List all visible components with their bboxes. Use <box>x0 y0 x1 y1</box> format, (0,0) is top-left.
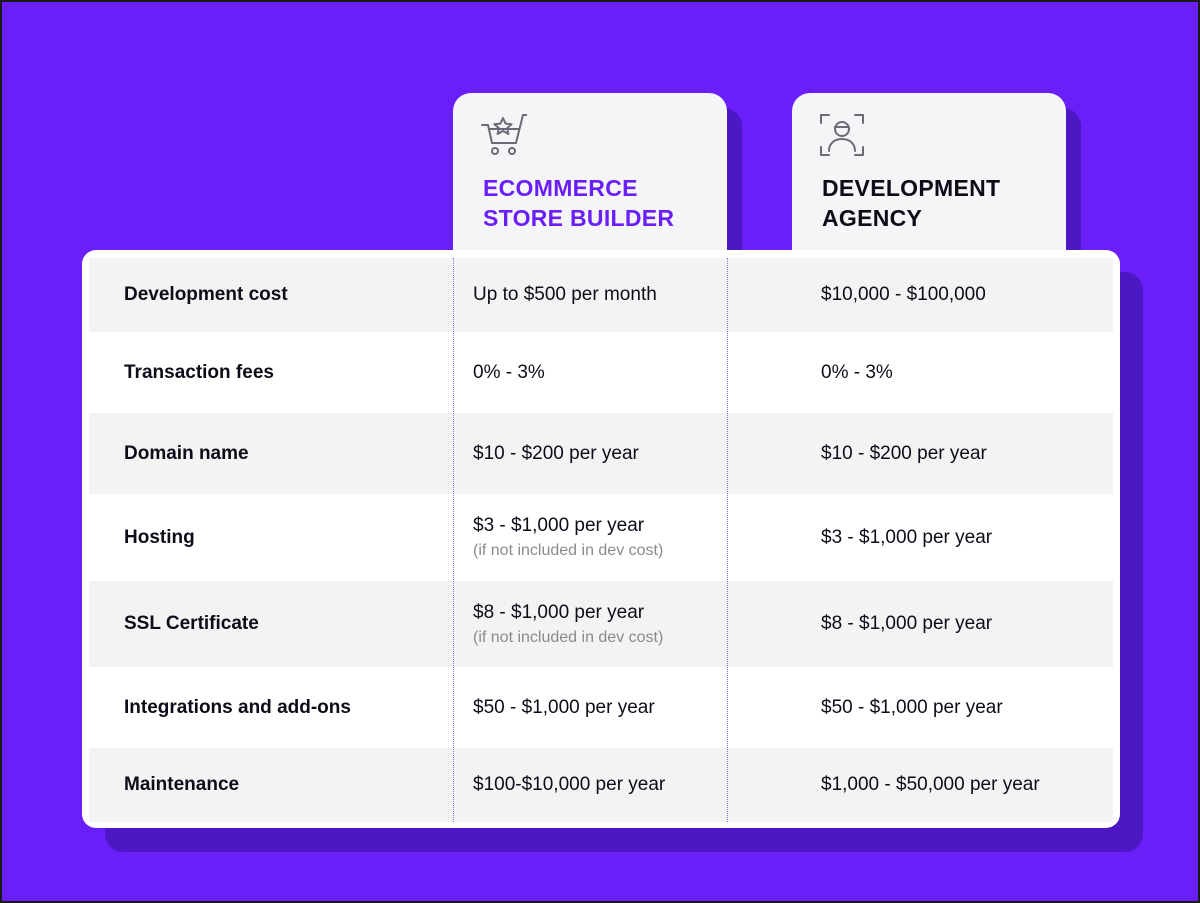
value-note: (if not included in dev cost) <box>473 628 664 646</box>
column-divider-right <box>727 258 728 822</box>
agency-value: $3 - $1,000 per year <box>821 494 1101 581</box>
value-note: (if not included in dev cost) <box>473 542 664 559</box>
value-text: 0% - 3% <box>473 361 545 383</box>
value-text: $3 - $1,000 per year <box>473 515 645 536</box>
value-text: $10 - $200 per year <box>821 442 987 464</box>
column-title-ecommerce: ECOMMERCE STORE BUILDER <box>483 175 675 231</box>
ecommerce-value: $50 - $1,000 per year <box>473 667 733 748</box>
comparison-table: Development cost Up to $500 per month $1… <box>82 250 1120 828</box>
row-label: Maintenance <box>124 774 240 795</box>
ecommerce-value: $3 - $1,000 per year (if not included in… <box>473 494 733 581</box>
agency-value: $10,000 - $100,000 <box>821 258 1101 332</box>
row-label: Hosting <box>124 526 195 548</box>
ecommerce-value: $10 - $200 per year <box>473 413 733 494</box>
table-row: Maintenance $100-$10,000 per year $1,000… <box>89 748 1113 822</box>
agency-value: $10 - $200 per year <box>821 413 1101 494</box>
agency-value: 0% - 3% <box>821 332 1101 413</box>
value-text: $1,000 - $50,000 per year <box>821 774 1040 795</box>
value-text: $3 - $1,000 per year <box>821 526 993 548</box>
value-text: $50 - $1,000 per year <box>473 696 655 718</box>
value-text: $8 - $1,000 per year <box>473 601 645 623</box>
row-label: Transaction fees <box>124 361 274 383</box>
agency-value: $1,000 - $50,000 per year <box>821 748 1101 822</box>
table-row: SSL Certificate $8 - $1,000 per year (if… <box>89 581 1113 667</box>
ecommerce-value: $8 - $1,000 per year (if not included in… <box>473 581 733 667</box>
table-row: Domain name $10 - $200 per year $10 - $2… <box>89 413 1113 494</box>
row-label: SSL Certificate <box>124 613 259 634</box>
ecommerce-value: 0% - 3% <box>473 332 733 413</box>
cart-star-icon <box>479 111 528 159</box>
ecommerce-value: $100-$10,000 per year <box>473 748 733 822</box>
column-title-agency: DEVELOPMENT AGENCY <box>822 175 1001 231</box>
ecommerce-value: Up to $500 per month <box>473 258 733 332</box>
table-row: Hosting $3 - $1,000 per year (if not inc… <box>89 494 1113 581</box>
column-divider-left <box>453 258 454 822</box>
row-label: Integrations and add-ons <box>124 696 351 718</box>
value-text: $10 - $200 per year <box>473 442 639 464</box>
value-text: $10,000 - $100,000 <box>821 284 986 305</box>
person-scan-icon <box>818 111 866 159</box>
table-row: Integrations and add-ons $50 - $1,000 pe… <box>89 667 1113 748</box>
value-text: Up to $500 per month <box>473 284 657 305</box>
value-text: 0% - 3% <box>821 361 893 383</box>
value-text: $50 - $1,000 per year <box>821 696 1003 718</box>
value-text: $8 - $1,000 per year <box>821 613 993 634</box>
table-row: Transaction fees 0% - 3% 0% - 3% <box>89 332 1113 413</box>
agency-value: $8 - $1,000 per year <box>821 581 1101 667</box>
row-label: Domain name <box>124 442 249 464</box>
value-text: $100-$10,000 per year <box>473 774 666 795</box>
row-label: Development cost <box>124 284 288 305</box>
agency-value: $50 - $1,000 per year <box>821 667 1101 748</box>
table-row: Development cost Up to $500 per month $1… <box>89 258 1113 332</box>
